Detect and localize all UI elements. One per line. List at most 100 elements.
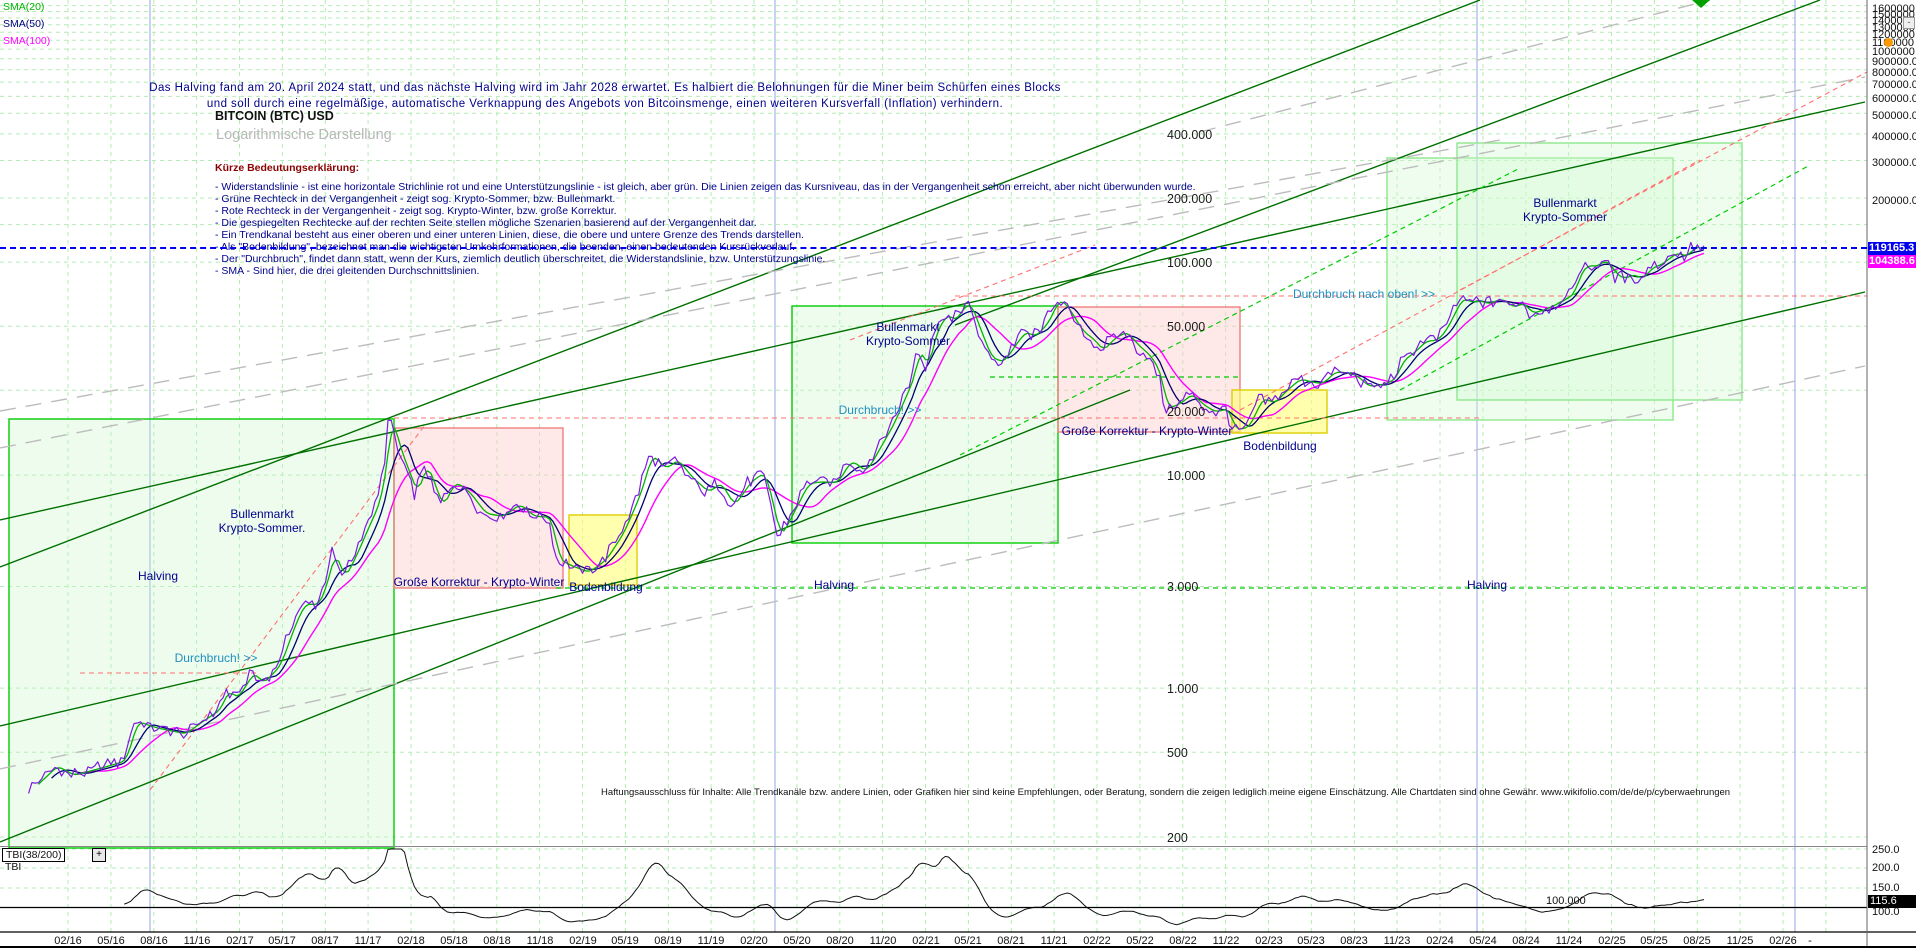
future-scenario-box [1456, 142, 1743, 401]
time-axis-label[interactable]: 05/18 [440, 935, 468, 947]
time-axis-label[interactable]: 08/17 [311, 935, 339, 947]
chart-annotation: Halving [1466, 578, 1508, 592]
support-line [1399, 164, 1811, 391]
trend-line [0, 291, 1866, 727]
time-axis-label[interactable]: 11/24 [1555, 935, 1583, 947]
time-axis-label[interactable]: 08/16 [140, 935, 168, 947]
time-axis-label[interactable]: 05/20 [783, 935, 811, 947]
price-level-label: 20.000 [1167, 405, 1206, 419]
tbi-indicator-label[interactable]: TBI(38/200) [2, 848, 66, 862]
time-axis-label[interactable]: 02/19 [569, 935, 597, 947]
time-axis-label[interactable]: 02/24 [1426, 935, 1454, 947]
marker-triangle-icon [1692, 0, 1710, 8]
tbi-short-label: TBI [5, 861, 22, 873]
disclaimer-text: Haftungsausschluss für Inhalte: Alle Tre… [601, 787, 1731, 798]
time-axis-label[interactable]: 11/16 [183, 935, 211, 947]
time-axis-label[interactable]: 11/25 [1726, 935, 1754, 947]
red-scenario-box [393, 427, 564, 589]
price-axis-label: 300000.0 [1872, 157, 1916, 169]
trend-line [0, 389, 1131, 843]
chart-annotation: Große Korrektur - Krypto-Winter [1061, 424, 1233, 438]
explanation-list: - Widerstandslinie - ist eine horizontal… [215, 181, 1196, 277]
time-axis-label[interactable]: 02/16 [54, 935, 82, 947]
explanation-item: - SMA - Sind hier, die drei gleitenden D… [215, 265, 480, 277]
time-axis-label[interactable]: 02/21 [912, 935, 940, 947]
time-axis-label[interactable]: 08/25 [1683, 935, 1711, 947]
time-axis-label[interactable]: 11/23 [1383, 935, 1411, 947]
time-axis-label[interactable]: 05/23 [1297, 935, 1325, 947]
price-axis-label: 200000.0 [1872, 195, 1916, 207]
chart-annotation: Durchbruch nach oben! >> [1292, 287, 1436, 301]
time-axis-label[interactable]: 11/22 [1212, 935, 1240, 947]
time-axis-label[interactable]: 08/23 [1340, 935, 1368, 947]
support-line [959, 167, 1521, 456]
time-axis-label[interactable]: 11/21 [1040, 935, 1068, 947]
trend-line [0, 101, 1866, 521]
legend-sma20[interactable]: SMA(20) [3, 1, 45, 13]
explanation-item: - Grüne Rechteck in der Vergangenheit - … [215, 193, 616, 205]
time-axis-label[interactable]: 05/24 [1469, 935, 1497, 947]
time-axis-label[interactable]: 02/17 [226, 935, 254, 947]
expand-icon[interactable]: + [92, 848, 106, 862]
price-level-label: 400.000 [1167, 128, 1213, 142]
time-axis-label[interactable]: 02/18 [397, 935, 425, 947]
sma50-series [51, 249, 1705, 779]
orange-dot-icon [1884, 38, 1893, 47]
chart-annotation: Bullenmarkt Krypto-Sommer [1522, 196, 1608, 224]
tbi-axis-label: 150.0 [1872, 882, 1900, 894]
scale-subtitle: Logarithmische Darstellung [216, 127, 392, 143]
price-level-label: 500 [1167, 746, 1188, 760]
time-axis-label[interactable]: 08/21 [997, 935, 1025, 947]
bottom-border [0, 946, 1916, 948]
time-axis-trailing-label: - [1808, 935, 1812, 947]
price-level-label: 3.000 [1167, 580, 1199, 594]
price-axis-label: 500000.0 [1872, 110, 1916, 122]
price-axis-label: 700000.0 [1872, 79, 1916, 91]
chart-annotation: Durchbruch! >> [838, 403, 922, 417]
time-axis-label[interactable]: 08/22 [1169, 935, 1197, 947]
time-axis-label[interactable]: 02/20 [740, 935, 768, 947]
legend-sma100[interactable]: SMA(100) [3, 35, 51, 47]
time-axis-label[interactable]: 08/19 [654, 935, 682, 947]
time-axis-label[interactable]: 11/20 [869, 935, 897, 947]
explanation-item: - Die gespiegelten Rechtecke auf der rec… [215, 217, 757, 229]
tbi-axis-label: 200.0 [1872, 862, 1900, 874]
page-title: BITCOIN (BTC) USD [215, 109, 334, 123]
sma20-series [37, 246, 1705, 785]
time-axis-label[interactable]: 05/19 [611, 935, 639, 947]
mirrored-channel-line [0, 139, 1501, 412]
time-axis-label[interactable]: 08/18 [483, 935, 511, 947]
price-axis-label: 600000.0 [1872, 93, 1916, 105]
time-axis-label[interactable]: 02/25 [1598, 935, 1626, 947]
explanation-heading: Kürze Bedeutungserklärung: [215, 162, 360, 174]
time-axis-label[interactable]: 08/20 [826, 935, 854, 947]
tbi-series [124, 848, 1705, 926]
time-axis-label[interactable]: 05/22 [1126, 935, 1154, 947]
price-axis-label: 800000.0 [1872, 67, 1916, 79]
time-axis-label[interactable]: 02/22 [1083, 935, 1111, 947]
time-axis-label[interactable]: 08/24 [1512, 935, 1540, 947]
tbi-axis-label: 250.0 [1872, 844, 1900, 856]
price-axis-label: 900000.0 [1872, 56, 1916, 68]
time-axis-label[interactable]: 11/18 [526, 935, 554, 947]
time-axis-label[interactable]: 05/16 [97, 935, 125, 947]
price-level-label: 1.000 [1167, 682, 1199, 696]
chart-annotation: Bullenmarkt Krypto-Sommer. [218, 507, 306, 535]
time-axis-label[interactable]: 05/17 [268, 935, 296, 947]
time-axis-label[interactable]: 11/17 [354, 935, 382, 947]
legend-sma50[interactable]: SMA(50) [3, 18, 45, 30]
price-level-label: 10.000 [1167, 469, 1206, 483]
time-axis-label[interactable]: 11/19 [697, 935, 725, 947]
price-axis-label: 1000000 [1872, 46, 1915, 58]
halving-note-line2: und soll durch eine regelmäßige, automat… [206, 97, 1004, 110]
price-level-label: 100.000 [1167, 256, 1213, 270]
time-axis-label[interactable]: 02/23 [1255, 935, 1283, 947]
time-axis-label[interactable]: 05/25 [1640, 935, 1668, 947]
explanation-item: - Der "Durchbruch", findet dann statt, w… [215, 253, 826, 265]
resistance-line [1459, 71, 1868, 291]
time-axis-label[interactable]: 02/26 [1769, 935, 1797, 947]
time-axis-label[interactable]: 05/21 [954, 935, 982, 947]
collapse-icon[interactable]: - [1903, 17, 1915, 29]
